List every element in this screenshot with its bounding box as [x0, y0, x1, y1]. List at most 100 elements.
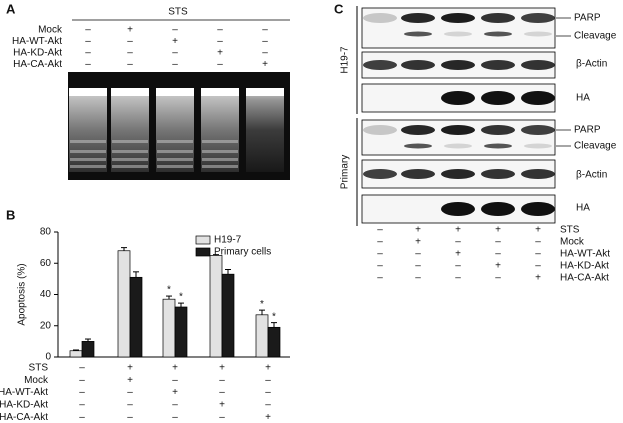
blot-band	[521, 169, 555, 179]
blot-band	[363, 13, 397, 23]
condition-sign: +	[219, 363, 225, 374]
condition-label: STS	[29, 363, 49, 374]
significance: *	[179, 292, 183, 303]
condition-sign: –	[85, 59, 91, 70]
condition-sign: –	[265, 400, 271, 411]
bar	[267, 326, 281, 358]
blot-band	[404, 143, 432, 149]
condition-sign: +	[265, 363, 271, 374]
gel-well	[156, 88, 194, 96]
condition-sign: –	[265, 375, 271, 386]
blot-band	[524, 143, 552, 149]
condition-sign: –	[127, 36, 133, 47]
condition-sign: –	[219, 375, 225, 386]
band-label: PARP	[574, 125, 601, 136]
gel-band	[157, 140, 193, 143]
y-tick-label: 80	[40, 227, 52, 238]
condition-sign: –	[377, 237, 383, 248]
gel-band	[202, 158, 238, 161]
condition-label: HA-WT-Akt	[12, 36, 62, 47]
condition-sign: –	[377, 249, 383, 260]
blot-band	[481, 202, 515, 216]
blot-band	[404, 31, 432, 37]
gel-well	[69, 88, 107, 96]
bar	[69, 350, 83, 358]
blot-band	[481, 169, 515, 179]
condition-sign: –	[377, 225, 383, 236]
condition-sign: +	[172, 363, 178, 374]
condition-sign: –	[172, 59, 178, 70]
blot-band	[521, 60, 555, 70]
condition-sign: –	[79, 387, 85, 398]
blot-band	[481, 60, 515, 70]
gel-band	[70, 165, 106, 168]
condition-sign: +	[172, 387, 178, 398]
condition-sign: +	[127, 25, 133, 36]
condition-sign: –	[217, 25, 223, 36]
gel-band	[112, 140, 148, 143]
blot-band	[363, 169, 397, 179]
condition-sign: –	[127, 412, 133, 423]
group-label: Primary	[340, 155, 351, 189]
blot-band	[524, 31, 552, 37]
condition-sign: +	[127, 375, 133, 386]
blot-band	[441, 60, 475, 70]
band-label: Cleavage	[574, 31, 617, 42]
condition-sign: –	[79, 375, 85, 386]
gel-band	[112, 158, 148, 161]
blot-band	[363, 125, 397, 135]
legend-swatch	[195, 235, 211, 245]
significance: *	[272, 311, 276, 322]
condition-sign: +	[127, 363, 133, 374]
band-label: PARP	[574, 13, 601, 24]
gel-lane	[246, 88, 284, 172]
condition-sign: –	[127, 387, 133, 398]
band-label: Cleavage	[574, 141, 617, 152]
condition-sign: –	[265, 387, 271, 398]
blot-band	[441, 13, 475, 23]
band-label: HA	[576, 93, 590, 104]
legend-label: Primary cells	[214, 247, 271, 258]
condition-sign: –	[172, 375, 178, 386]
gel-band	[70, 140, 106, 143]
condition-sign: –	[127, 48, 133, 59]
band-label: β-Actin	[576, 59, 607, 70]
blot-band	[444, 143, 472, 149]
condition-sign: –	[85, 25, 91, 36]
band-label: β-Actin	[576, 170, 607, 181]
gel-band	[70, 158, 106, 161]
gel-band	[202, 140, 238, 143]
y-tick-label: 20	[40, 320, 52, 331]
blot-band	[481, 13, 515, 23]
condition-sign: +	[172, 36, 178, 47]
condition-sign: –	[415, 273, 421, 284]
blot-band	[521, 91, 555, 105]
gel-title: STS	[168, 7, 188, 18]
condition-sign: +	[535, 225, 541, 236]
bar	[129, 276, 143, 358]
significance: *	[260, 299, 264, 310]
blot-band	[444, 31, 472, 37]
gel-band	[70, 150, 106, 153]
condition-sign: –	[262, 36, 268, 47]
condition-sign: –	[415, 249, 421, 260]
condition-sign: –	[455, 261, 461, 272]
panel-label: C	[334, 1, 344, 16]
bar	[255, 314, 269, 358]
condition-sign: –	[217, 59, 223, 70]
condition-label: Mock	[38, 25, 63, 36]
condition-label: HA-CA-Akt	[560, 273, 609, 284]
bar	[209, 255, 223, 358]
blot-band	[481, 91, 515, 105]
blot-band	[401, 13, 435, 23]
condition-sign: +	[495, 261, 501, 272]
condition-sign: –	[535, 237, 541, 248]
condition-sign: –	[79, 400, 85, 411]
gel-band	[202, 150, 238, 153]
gel-band	[112, 150, 148, 153]
y-axis-label: Apoptosis (%)	[17, 263, 28, 325]
y-tick-label: 40	[40, 289, 52, 300]
condition-sign: +	[262, 59, 268, 70]
condition-sign: –	[535, 261, 541, 272]
